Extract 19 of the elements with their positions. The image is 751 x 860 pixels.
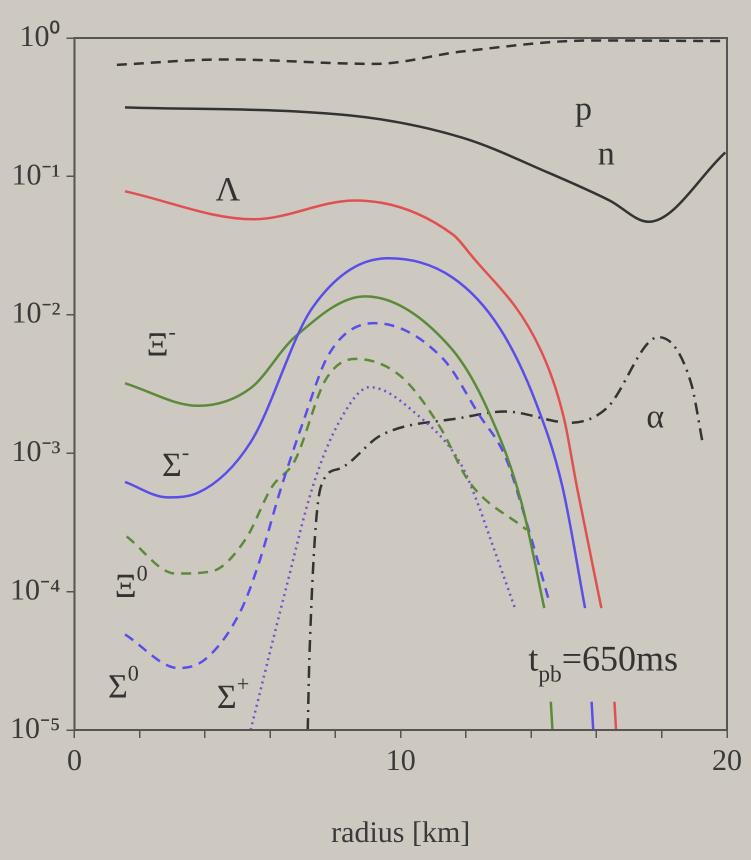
y-tick-label: 10⁻⁵ — [10, 712, 60, 745]
y-tick-label: 10⁻³ — [11, 435, 60, 468]
annotation: Ξ- — [146, 318, 176, 364]
x-tick-label: 10 — [386, 744, 416, 777]
y-tick-label: 10⁰ — [19, 20, 60, 53]
x-tick-label: 20 — [712, 744, 742, 777]
y-tick-label: 10⁻² — [11, 296, 60, 330]
x-axis-title: radius [km] — [331, 816, 470, 849]
y-tick-label: 10⁻⁴ — [10, 573, 60, 606]
x-tick-label: 0 — [66, 744, 82, 777]
annotation: Σ- — [162, 439, 190, 484]
line-series — [306, 336, 704, 730]
annotation: Σ+ — [216, 671, 250, 716]
y-tick-label: 10⁻¹ — [11, 158, 60, 192]
annotation: n — [598, 136, 615, 173]
annotation: α — [646, 398, 664, 436]
annotation: Λ — [215, 172, 240, 209]
line-series — [249, 386, 516, 730]
annotation: p — [574, 90, 592, 128]
